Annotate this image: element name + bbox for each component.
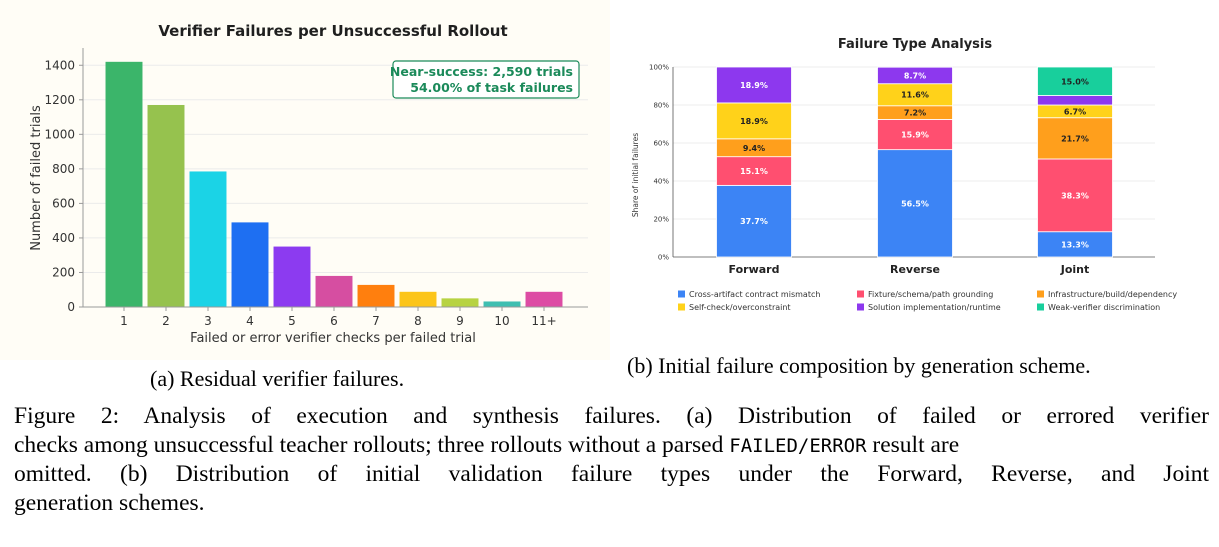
chart-b-segment-label: 13.3% xyxy=(1061,240,1089,249)
chart-b-bar-segment xyxy=(716,156,792,186)
chart-b-legend-label: Solution implementation/runtime xyxy=(868,303,1001,312)
chart-b-segment-label: 6.7% xyxy=(1064,107,1086,116)
figure-caption-line4: generation schemes. xyxy=(14,489,205,516)
chart-a-annotation-line1: Near-success: 2,590 trials xyxy=(390,64,573,79)
chart-a-y-tick-label: 400 xyxy=(52,231,75,245)
chart-b-legend-label: Infrastructure/build/dependency xyxy=(1048,290,1177,299)
chart-a-y-tick-label: 0 xyxy=(67,300,75,314)
chart-a-title: Verifier Failures per Unsuccessful Rollo… xyxy=(158,22,507,40)
chart-b-segment-label: 18.9% xyxy=(740,81,768,90)
chart-b-x-tick-label: Forward xyxy=(729,263,780,276)
subcaption-a: (a) Residual verifier failures. xyxy=(150,366,405,391)
chart-b-legend-swatch xyxy=(1037,290,1044,298)
chart-a-x-tick-label: 8 xyxy=(414,314,422,328)
chart-b-segment-label: 7.2% xyxy=(904,109,926,118)
chart-a-annotation-line2: 54.00% of task failures xyxy=(410,80,573,95)
chart-a-x-tick-label: 6 xyxy=(330,314,338,328)
chart-a-y-tick-label: 800 xyxy=(52,162,75,176)
chart-b-legend-label: Self-check/overconstraint xyxy=(689,303,791,312)
chart-b-legend-swatch xyxy=(678,303,685,311)
chart-b-legend-swatch xyxy=(678,290,685,298)
chart-b-bar-segment xyxy=(877,149,953,258)
chart-a-bar xyxy=(441,298,479,307)
figure-caption-line2-end: result are xyxy=(866,431,960,458)
chart-b-y-tick-label: 80% xyxy=(653,102,669,110)
chart-a-x-tick-label: 10 xyxy=(494,314,509,328)
chart-b-segment-label: 37.7% xyxy=(740,217,768,226)
chart-b-y-tick-label: 0% xyxy=(658,254,669,262)
chart-a-x-tick-label: 7 xyxy=(372,314,380,328)
chart-b-y-tick-label: 40% xyxy=(653,178,669,186)
chart-b-bar-segment xyxy=(1037,66,1113,96)
chart-a-bar xyxy=(315,275,353,307)
chart-b-failure-type-analysis: 0% 20% 40% 60% 80% 100% 37.7% 15.1% 9.4% 18.9% 18… xyxy=(610,0,1219,350)
chart-a-y-tick-label: 600 xyxy=(52,196,75,210)
chart-b-segment-label: 8.7% xyxy=(904,71,926,80)
figure-caption: Figure 2: Analysis of execution and synt… xyxy=(14,402,1209,517)
chart-a-bar xyxy=(105,61,143,308)
chart-a-y-tick-label: 1200 xyxy=(44,93,75,107)
chart-a-bar xyxy=(399,291,437,307)
chart-a-y-tick-label: 1000 xyxy=(44,127,75,141)
chart-b-bar-segment xyxy=(1037,95,1113,106)
figure-caption-code: FAILED/ERROR xyxy=(729,434,867,457)
chart-b-x-tick-label: Reverse xyxy=(890,263,940,276)
chart-b-bar-segment xyxy=(877,66,953,85)
chart-a-bar xyxy=(147,104,185,307)
chart-b-legend-label: Weak-verifier discrimination xyxy=(1048,303,1160,312)
chart-b-legend-swatch xyxy=(1037,303,1044,311)
chart-b-segment-label: 11.6% xyxy=(901,91,929,100)
chart-a-annotation-box: Near-success: 2,590 trials 54.00% of tas… xyxy=(390,60,580,99)
chart-b-segment-label: 15.9% xyxy=(901,131,929,140)
chart-a-bar xyxy=(231,222,269,307)
chart-a-x-tick-label: 3 xyxy=(204,314,212,328)
chart-a-y-axis-label: Number of failed trials xyxy=(29,105,44,251)
subcaption-b: (b) Initial failure composition by gener… xyxy=(627,353,1091,378)
chart-b-bar-segment xyxy=(716,66,792,104)
chart-a-x-tick-label: 9 xyxy=(456,314,464,328)
chart-b-y-tick-label: 60% xyxy=(653,140,669,148)
chart-b-y-tick-label: 20% xyxy=(653,216,669,224)
chart-b-bar-segment xyxy=(1037,158,1113,233)
chart-b-segment-label: 56.5% xyxy=(901,199,929,208)
figure-caption-line3: omitted. (b) Distribution of initial val… xyxy=(14,461,1209,487)
chart-b-segment-label: 15.1% xyxy=(740,167,768,176)
chart-a-bar xyxy=(525,291,563,307)
chart-a-x-tick-label: 5 xyxy=(288,314,296,328)
chart-a-bar xyxy=(357,284,395,307)
figure-caption-line2-text: checks among unsuccessful teacher rollou… xyxy=(14,431,730,458)
chart-b-segment-label: 18.9% xyxy=(740,117,768,126)
chart-a-y-tick-label: 1400 xyxy=(44,58,75,72)
chart-a-x-tick-label: 1 xyxy=(120,314,128,328)
chart-b-segment-label: 21.7% xyxy=(1061,134,1089,143)
chart-b-segment-label: 15.0% xyxy=(1061,77,1089,86)
chart-b-title: Failure Type Analysis xyxy=(838,37,992,52)
chart-a-bar xyxy=(273,246,311,307)
chart-b-legend-swatch xyxy=(857,290,864,298)
figure-caption-line1: Figure 2: Analysis of execution and synt… xyxy=(14,403,1209,429)
chart-a-x-axis-label: Failed or error verifier checks per fail… xyxy=(190,331,476,346)
chart-a-y-tick-label: 200 xyxy=(52,265,75,279)
chart-a-bar xyxy=(189,171,227,307)
chart-b-segment-label: 9.4% xyxy=(743,144,765,153)
chart-a-x-tick-label: 11+ xyxy=(531,314,556,328)
chart-a-x-tick-label: 4 xyxy=(246,314,254,328)
chart-a-residual-verifier-failures: 0 200 400 600 800 1000 1200 1400 1 2 3 4 5 6 7 8 9 10 11+… xyxy=(0,0,610,360)
chart-b-x-tick-label: Joint xyxy=(1060,263,1090,276)
chart-b-bar-segment xyxy=(716,102,792,140)
chart-b-bar-segment xyxy=(877,119,953,151)
chart-b-bar-segment xyxy=(1037,231,1113,258)
chart-b-y-tick-label: 100% xyxy=(649,64,669,72)
chart-b-legend-label: Fixture/schema/path grounding xyxy=(868,290,993,299)
chart-b-segment-label: 38.3% xyxy=(1061,191,1089,200)
chart-b-legend-swatch xyxy=(857,303,864,311)
chart-a-x-tick-label: 2 xyxy=(162,314,170,328)
chart-a-bar xyxy=(483,301,521,307)
figure-caption-line2: checks among unsuccessful teacher rollou… xyxy=(14,431,1209,461)
chart-b-legend-label: Cross-artifact contract mismatch xyxy=(689,290,820,299)
chart-b-y-axis-label: Share of initial failures xyxy=(631,133,640,217)
